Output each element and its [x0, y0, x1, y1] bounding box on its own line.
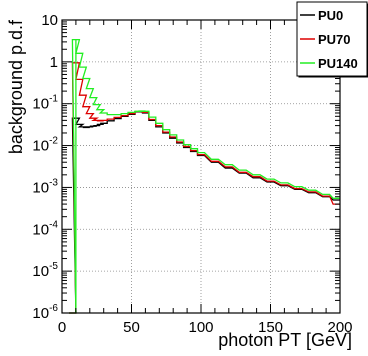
- y-tick-label: 10-6: [32, 303, 58, 322]
- series-line-pu0: [69, 110, 340, 314]
- series-layer: [69, 38, 340, 314]
- y-tick-label: 10-2: [32, 136, 58, 155]
- y-tick-label: 1: [50, 54, 58, 71]
- x-tick-label: 200: [327, 319, 352, 336]
- x-axis-title: photon PT [GeV]: [218, 330, 352, 350]
- series-line-pu140: [69, 38, 340, 314]
- y-axis-title: background p.d.f: [6, 19, 26, 154]
- y-tick-label: 10-4: [32, 219, 58, 238]
- x-tick-label: 50: [123, 319, 140, 336]
- series-line-pu70: [69, 62, 340, 314]
- legend: PU0 PU70 PU140: [296, 1, 368, 78]
- legend-label-pu140: PU140: [318, 56, 358, 71]
- y-tick-label: 10: [41, 12, 58, 29]
- y-tick-label: 10-5: [32, 261, 58, 280]
- x-tick-label: 0: [58, 319, 66, 336]
- legend-label-pu0: PU0: [318, 8, 343, 23]
- y-tick-label: 10-3: [32, 177, 58, 196]
- legend-label-pu70: PU70: [318, 32, 351, 47]
- x-tick-label: 100: [188, 319, 213, 336]
- y-tick-label: 10-1: [32, 94, 58, 113]
- x-tick-label: 150: [258, 319, 283, 336]
- grid: [62, 20, 340, 313]
